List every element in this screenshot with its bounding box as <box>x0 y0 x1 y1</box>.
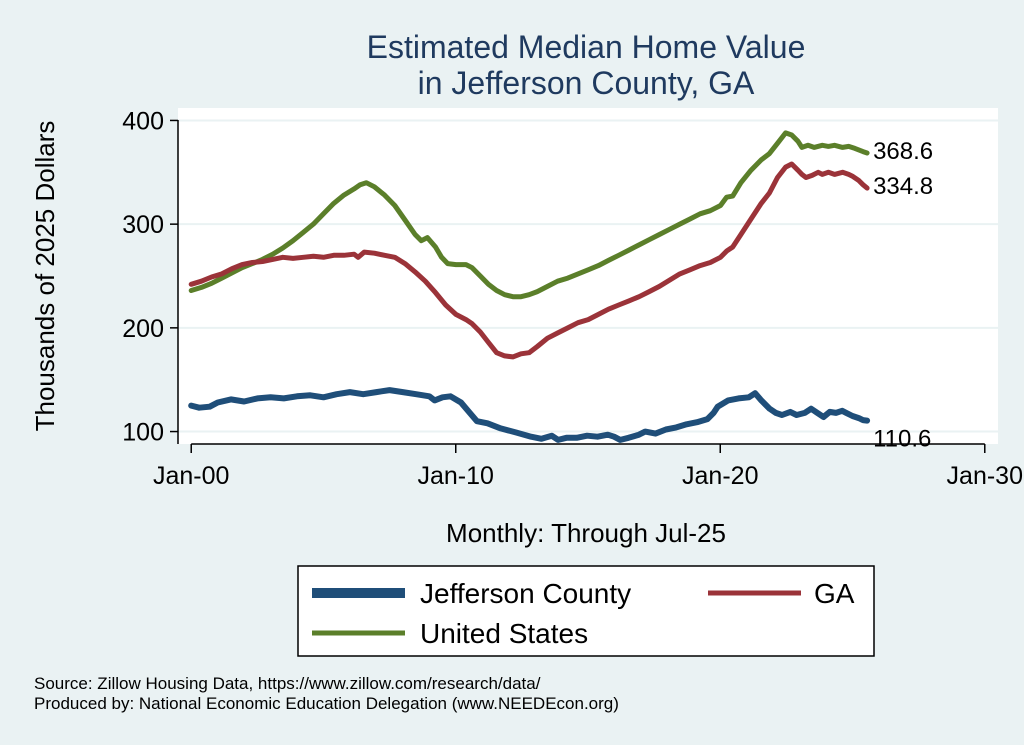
x-tick-label-Jan-30: Jan-30 <box>947 462 1023 490</box>
x-tick-label-Jan-00: Jan-00 <box>153 462 229 490</box>
x-axis: Jan-00 Jan-10 Jan-20 Jan-30 <box>153 443 1023 490</box>
end-labels: 368.6 334.8 110.6 <box>873 138 933 453</box>
x-tick-label-Jan-10: Jan-10 <box>418 462 494 490</box>
legend-label-united-states: United States <box>420 618 588 649</box>
end-label-united-states: 368.6 <box>873 138 933 165</box>
series-line-ga <box>188 161 870 360</box>
series-line-jefferson-county <box>188 387 871 443</box>
series-lines <box>188 130 871 443</box>
y-tick-label-200: 200 <box>122 315 164 343</box>
source-note: Source: Zillow Housing Data, https://www… <box>34 674 541 693</box>
chart-title-line-1: Estimated Median Home Value <box>367 29 806 65</box>
y-tick-label-100: 100 <box>122 419 164 447</box>
end-label-ga: 334.8 <box>873 173 933 200</box>
x-axis-label: Monthly: Through Jul-25 <box>446 518 726 548</box>
legend-label-ga: GA <box>814 578 855 609</box>
y-axis: 100 200 300 400 <box>122 107 179 447</box>
y-axis-label: Thousands of 2025 Dollars <box>30 121 60 432</box>
plot-area <box>178 108 998 444</box>
legend-label-jefferson-county: Jefferson County <box>420 578 631 609</box>
produced-by-note: Produced by: National Economic Education… <box>34 694 619 713</box>
legend-box <box>297 565 875 657</box>
series-line-united-states <box>188 130 870 300</box>
y-tick-label-300: 300 <box>122 211 164 239</box>
y-tick-label-400: 400 <box>122 107 164 135</box>
chart-title-line-2: in Jefferson County, GA <box>418 65 755 101</box>
end-label-jefferson-county: 110.6 <box>873 426 931 453</box>
legend: Jefferson County GA United States <box>297 565 875 657</box>
x-tick-label-Jan-20: Jan-20 <box>682 462 758 490</box>
